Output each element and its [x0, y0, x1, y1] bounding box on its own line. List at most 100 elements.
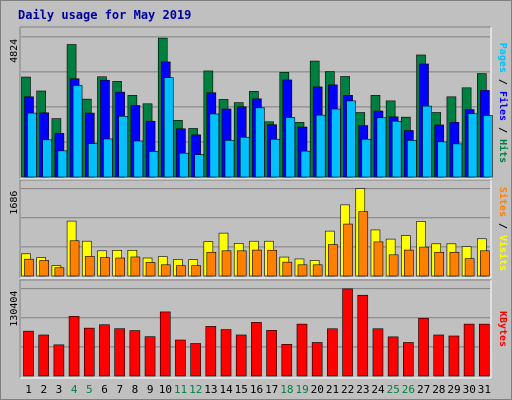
right-legend-top: Pages / Files / Hits	[497, 43, 509, 163]
x-label-day-23: 23	[356, 383, 369, 396]
bar-pages-day-29	[452, 143, 463, 178]
bar-kbytes-day-24	[372, 328, 384, 377]
bar-sites-day-29	[449, 251, 460, 277]
bar-kbytes-day-17	[266, 330, 277, 377]
bar-kbytes-day-7	[114, 328, 125, 377]
bar-pages-day-27	[422, 105, 432, 178]
bar-sites-day-18	[282, 261, 293, 277]
x-label-day-17: 17	[265, 383, 278, 396]
x-label-day-15: 15	[235, 383, 248, 396]
x-label-day-10: 10	[159, 383, 172, 396]
bar-sites-day-17	[267, 249, 277, 277]
legend-entry: Visits	[497, 235, 509, 271]
x-label-day-16: 16	[250, 383, 263, 396]
x-label-day-9: 9	[147, 383, 154, 396]
x-label-day-5: 5	[86, 383, 93, 396]
bar-kbytes-day-21	[327, 328, 338, 377]
legend-entry: /	[497, 121, 508, 139]
x-label-day-18: 18	[280, 383, 293, 396]
x-label-day-3: 3	[56, 383, 63, 396]
x-label-day-25: 25	[387, 383, 400, 396]
bar-pages-day-31	[483, 115, 493, 178]
x-label-day-31: 31	[478, 383, 491, 396]
chart-panel-2: 1686	[9, 179, 492, 279]
bar-pages-day-30	[467, 113, 478, 178]
x-label-day-22: 22	[341, 383, 354, 396]
bar-sites-day-16	[252, 249, 262, 277]
x-label-day-13: 13	[204, 383, 217, 396]
bar-kbytes-day-13	[205, 326, 217, 377]
bar-sites-day-20	[312, 264, 323, 277]
x-label-day-11: 11	[174, 383, 187, 396]
bar-kbytes-day-25	[387, 336, 399, 377]
bar-kbytes-day-27	[418, 317, 429, 377]
bar-pages-day-8	[133, 140, 144, 178]
bar-sites-day-14	[221, 250, 232, 277]
bar-sites-day-28	[434, 251, 445, 277]
x-label-day-21: 21	[326, 383, 339, 396]
x-label-day-8: 8	[132, 383, 139, 396]
bar-kbytes-day-18	[281, 343, 293, 377]
x-axis-labels: 1 2 3 4 5 6 7 8 9 10 11 12 13 14 15 16 17 18 19 20 21 22 23 24 2…	[25, 383, 491, 396]
bar-sites-day-30	[464, 258, 475, 277]
bar-pages-day-4	[72, 85, 83, 178]
bar-sites-day-8	[130, 256, 141, 277]
y-max-label: 1686	[9, 191, 20, 215]
bar-kbytes-day-20	[311, 342, 323, 377]
x-label-day-27: 27	[417, 383, 430, 396]
bar-pages-day-3	[57, 150, 68, 178]
bar-pages-day-7	[118, 115, 128, 178]
bar-pages-day-21	[331, 108, 341, 178]
x-label-day-6: 6	[101, 383, 108, 396]
bar-pages-day-19	[300, 150, 311, 178]
bar-pages-day-2	[42, 139, 52, 178]
legend-entry: Hits	[497, 139, 509, 163]
x-label-day-1: 1	[25, 383, 32, 396]
bar-sites-day-22	[343, 223, 353, 277]
bar-sites-day-19	[297, 264, 308, 277]
bar-pages-day-10	[163, 77, 174, 178]
x-label-day-26: 26	[402, 383, 415, 396]
x-label-day-19: 19	[295, 383, 308, 396]
x-label-day-28: 28	[432, 383, 445, 396]
legend-entry: KBytes	[497, 311, 508, 347]
bar-pages-day-16	[255, 107, 265, 178]
bar-sites-day-10	[160, 264, 171, 277]
bar-sites-day-21	[328, 244, 338, 277]
bar-sites-day-7	[115, 257, 125, 277]
bar-kbytes-day-23	[357, 294, 369, 377]
bar-kbytes-day-8	[129, 330, 141, 377]
bar-kbytes-day-9	[144, 336, 156, 377]
chart-title: Daily usage for May 2019	[18, 8, 191, 22]
bar-pages-day-1	[27, 112, 37, 178]
y-max-label: 130404	[9, 291, 20, 327]
x-label-day-4: 4	[71, 383, 78, 396]
x-label-day-12: 12	[189, 383, 202, 396]
bar-pages-day-26	[407, 140, 417, 178]
bar-sites-day-11	[176, 265, 186, 277]
bar-kbytes-day-11	[175, 339, 186, 377]
bar-pages-day-15	[239, 136, 250, 178]
x-label-day-14: 14	[219, 383, 233, 396]
x-label-day-2: 2	[40, 383, 47, 396]
bar-sites-day-31	[480, 250, 490, 277]
bar-kbytes-day-3	[53, 344, 65, 377]
bar-kbytes-day-5	[83, 327, 95, 377]
chart-panel-1: 4824	[9, 26, 493, 180]
bar-pages-day-13	[209, 113, 220, 178]
bar-kbytes-day-31	[479, 323, 490, 377]
bar-kbytes-day-16	[251, 322, 262, 377]
x-label-day-29: 29	[447, 383, 460, 396]
bar-sites-day-5	[84, 256, 95, 277]
legend-entry: /	[497, 73, 508, 91]
bar-sites-day-4	[69, 240, 80, 277]
bar-kbytes-day-14	[220, 329, 232, 377]
bar-sites-day-9	[145, 262, 156, 277]
bar-sites-day-3	[54, 267, 65, 277]
bar-kbytes-day-4	[68, 316, 80, 377]
bar-pages-day-5	[87, 143, 98, 178]
bar-sites-day-15	[236, 250, 247, 277]
bar-kbytes-day-10	[159, 311, 171, 377]
bar-sites-day-13	[206, 251, 217, 277]
